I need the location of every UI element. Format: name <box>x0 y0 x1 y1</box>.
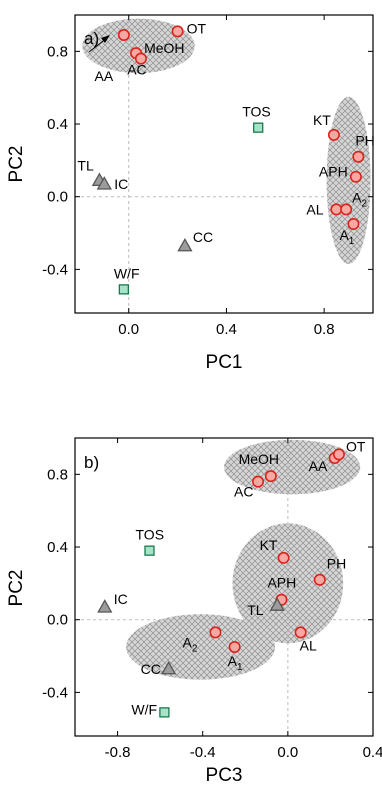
y-tick-label: 0.0 <box>47 189 68 206</box>
panel-b-y-axis-label: PC2 <box>6 570 27 607</box>
data-point-triangle <box>177 237 193 252</box>
y-tick-label: 0.8 <box>47 466 68 483</box>
data-point-circle <box>327 128 340 141</box>
point-label: AC <box>234 484 253 500</box>
panel-a-zero-lines <box>75 15 373 313</box>
data-point-circle <box>228 640 241 653</box>
panel-b-x-axis-label: PC3 <box>206 765 243 786</box>
y-tick-label: 0.8 <box>47 43 68 60</box>
data-point-circle <box>209 626 222 639</box>
data-point-circle <box>347 217 360 230</box>
data-point-square <box>253 122 264 133</box>
panel-a-frame <box>74 14 374 314</box>
x-tick-label: 0.0 <box>118 321 139 338</box>
y-tick-label: 0.0 <box>47 612 68 629</box>
panel-b: -0.8 -0.4 0.0 0.4 0.8 0.4 0.0 -0.4 AA OT MeOH AC TO… <box>6 437 382 786</box>
point-label: CC <box>193 229 213 245</box>
data-point-triangle <box>97 599 113 613</box>
panel-b-frame <box>74 437 374 737</box>
point-label: AA <box>95 68 114 84</box>
point-label: IC <box>114 591 128 607</box>
point-label-subscript: 1 <box>349 236 355 247</box>
point-label: AC <box>127 62 146 78</box>
data-point-circle <box>252 475 265 488</box>
data-point-circle <box>171 25 184 38</box>
cluster-region <box>126 614 276 680</box>
point-label: AL <box>300 637 317 653</box>
point-label: MeOH <box>144 40 184 56</box>
point-label: OT <box>187 20 207 36</box>
point-label: KT <box>313 112 331 128</box>
data-point-square <box>144 545 155 556</box>
panel-b-points <box>97 448 345 718</box>
y-tick-label: 0.4 <box>47 116 68 133</box>
point-label: TOS <box>242 104 271 120</box>
data-point-circle <box>294 626 307 639</box>
data-point-triangle <box>96 176 112 190</box>
panel-a-aa-arrowhead <box>101 35 110 43</box>
point-label: IC <box>114 176 128 192</box>
y-tick-label: -0.4 <box>42 684 68 701</box>
data-point-circle <box>277 551 290 564</box>
data-point-square <box>118 284 130 295</box>
panel-a-points <box>91 25 365 295</box>
x-tick-label: 0.0 <box>277 744 298 761</box>
data-point-triangle <box>161 660 177 675</box>
panel-a-clusters <box>82 18 371 264</box>
point-label: AL <box>306 201 323 217</box>
point-label: TL <box>247 602 264 618</box>
point-label: PH <box>355 133 374 149</box>
panel-a: 0.0 0.4 0.8 0.8 0.4 0.0 -0.4 AA MeOH AC OT TOS KT PH… <box>6 14 375 373</box>
data-point-circle <box>264 470 277 483</box>
point-label: W/F <box>131 701 157 717</box>
point-label: OT <box>346 438 366 454</box>
point-label-subscript: 2 <box>361 198 367 209</box>
data-point-circle <box>134 52 147 65</box>
point-label-subscript: 2 <box>192 643 198 654</box>
point-label: TOS <box>136 527 165 543</box>
y-tick-label: 0.4 <box>47 539 68 556</box>
panel-b-zero-lines <box>75 438 373 736</box>
x-tick-label: 0.4 <box>216 321 237 338</box>
point-label: KT <box>260 537 278 553</box>
point-label: AA <box>309 458 328 474</box>
data-point-circle <box>332 448 345 461</box>
panel-b-ticks: -0.8 -0.4 0.0 0.4 0.8 0.4 0.0 -0.4 <box>42 438 382 761</box>
panel-a-ticks: 0.0 0.4 0.8 0.8 0.4 0.0 -0.4 <box>42 15 373 338</box>
x-tick-label: 0.4 <box>363 744 382 761</box>
panel-a-label: a) <box>84 29 99 48</box>
point-label: PH <box>327 556 346 572</box>
data-point-circle <box>330 203 343 216</box>
panel-b-clusters <box>126 439 361 680</box>
x-tick-label: 0.8 <box>314 321 335 338</box>
panel-b-label: b) <box>84 453 99 472</box>
data-point-circle <box>349 170 362 183</box>
point-label: TL <box>77 157 94 173</box>
cluster-region <box>82 18 195 74</box>
x-tick-label: -0.4 <box>190 744 216 761</box>
panel-a-x-axis-label: PC1 <box>206 352 243 373</box>
point-label: MeOH <box>239 451 279 467</box>
data-point-square <box>159 707 170 718</box>
point-label: APH <box>267 575 296 591</box>
data-point-triangle <box>269 597 285 611</box>
point-label: CC <box>141 661 161 677</box>
data-point-circle <box>352 150 365 163</box>
data-point-circle <box>313 573 326 586</box>
data-point-circle <box>117 28 130 41</box>
x-tick-label: -0.8 <box>105 744 131 761</box>
point-label: W/F <box>114 265 140 281</box>
panel-a-y-axis-label: PC2 <box>6 146 27 183</box>
y-tick-label: -0.4 <box>42 261 68 278</box>
data-point-circle <box>340 203 353 216</box>
point-label: APH <box>319 164 348 180</box>
point-label-subscript: 1 <box>237 662 243 673</box>
